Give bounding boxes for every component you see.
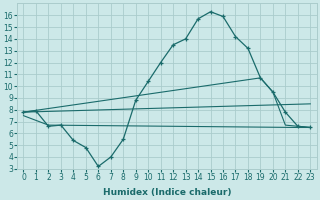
X-axis label: Humidex (Indice chaleur): Humidex (Indice chaleur): [103, 188, 231, 197]
